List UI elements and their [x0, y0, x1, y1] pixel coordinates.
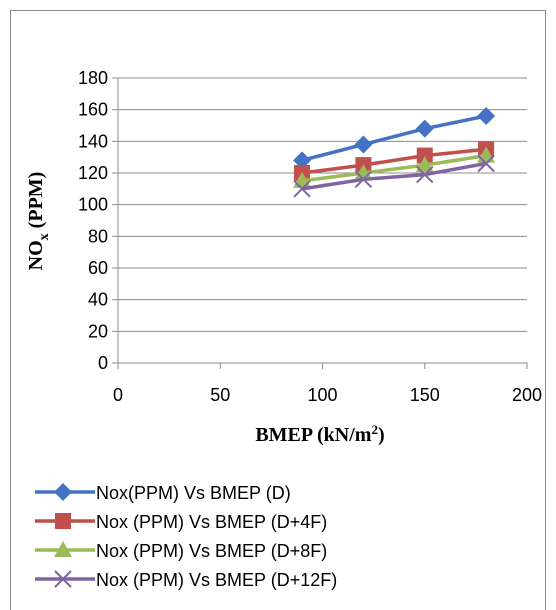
legend-label: Nox(PPM) Vs BMEP (D) [96, 483, 291, 503]
y-tick-label: 0 [98, 353, 108, 373]
data-point [293, 151, 312, 170]
series-1 [294, 141, 495, 181]
y-tick-label: 20 [88, 321, 108, 341]
series-line [301, 161, 487, 191]
data-point [416, 147, 433, 164]
x-axis-title: BMEP (kN/m2) [255, 422, 384, 446]
series-line [301, 114, 487, 163]
data-point [416, 165, 434, 184]
y-axis-title: NOx (PPM) [25, 172, 52, 271]
legend-marker [54, 570, 72, 588]
x-tick-label: 0 [113, 385, 123, 405]
data-point [477, 107, 496, 125]
legend-marker [54, 541, 72, 557]
y-tick-labels: 0 20 40 60 80 100 120 140 160 180 [78, 68, 108, 373]
gridlines [112, 77, 527, 364]
y-tick-label: 180 [78, 68, 108, 88]
y-tick-label: 120 [78, 163, 108, 183]
x-tick-label: 200 [512, 385, 542, 405]
x-tick-labels: 0 50 100 150 200 [113, 385, 542, 405]
y-tick-label: 140 [78, 131, 108, 151]
data-point [477, 154, 495, 173]
data-point [354, 170, 373, 189]
y-tick-label: 80 [88, 226, 108, 246]
legend-marker [55, 513, 71, 529]
series-line [301, 147, 487, 175]
axes [117, 78, 528, 369]
data-point [354, 135, 373, 154]
legend: Nox(PPM) Vs BMEP (D) Nox (PPM) Vs BMEP (D… [35, 483, 337, 590]
legend-label: Nox (PPM) Vs BMEP (D+8F) [96, 541, 327, 561]
data-point [293, 180, 311, 198]
x-tick-label: 150 [410, 385, 440, 405]
y-tick-label: 40 [88, 290, 108, 310]
series-lines [293, 107, 496, 198]
series-0 [293, 107, 496, 170]
legend-entry: Nox (PPM) Vs BMEP (D+4F) [35, 512, 327, 532]
legend-label: Nox (PPM) Vs BMEP (D+4F) [96, 512, 327, 532]
data-point [415, 119, 434, 138]
legend-entry: Nox (PPM) Vs BMEP (D+12F) [35, 570, 337, 590]
x-tick-label: 50 [210, 385, 230, 405]
y-tick-label: 100 [78, 195, 108, 215]
data-point [415, 156, 434, 173]
legend-entry: Nox (PPM) Vs BMEP (D+8F) [35, 541, 327, 561]
x-tick-label: 100 [307, 385, 337, 405]
legend-entry: Nox(PPM) Vs BMEP (D) [35, 483, 291, 503]
legend-marker [54, 483, 72, 501]
legend-label: Nox (PPM) Vs BMEP (D+12F) [96, 570, 337, 590]
series-3 [293, 154, 495, 198]
y-tick-label: 160 [78, 100, 108, 120]
y-tick-label: 60 [88, 258, 108, 278]
series-line [301, 153, 487, 183]
